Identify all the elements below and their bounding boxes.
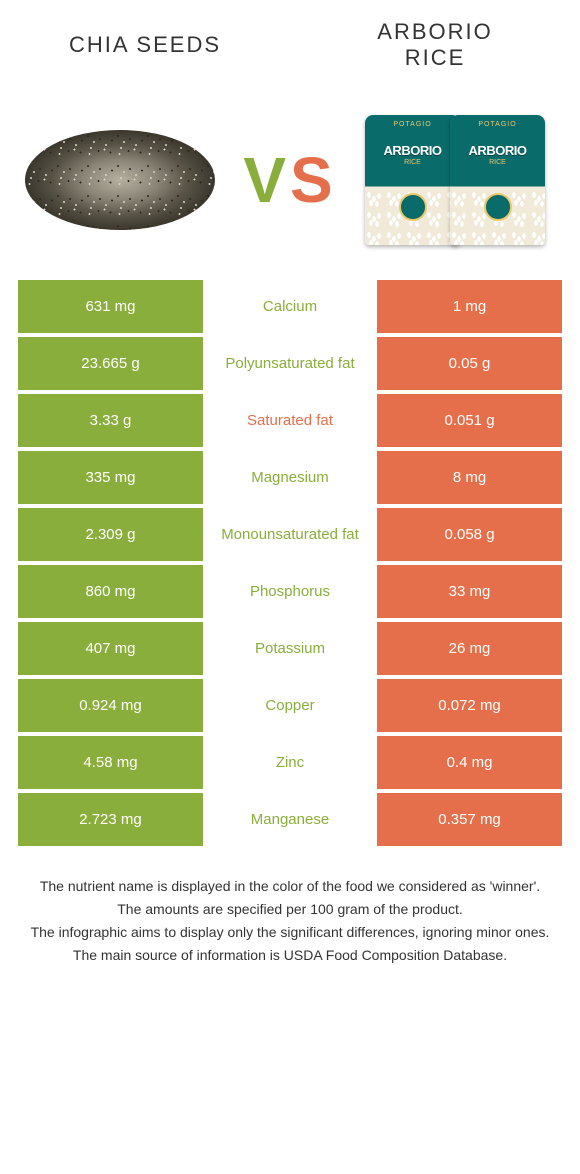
left-value: 335 mg [18, 451, 203, 504]
table-row: 2.723 mgManganese0.357 mg [18, 793, 562, 846]
right-value: 0.072 mg [377, 679, 562, 732]
right-food-title-line2: rice [405, 45, 466, 70]
left-value: 2.723 mg [18, 793, 203, 846]
left-value: 23.665 g [18, 337, 203, 390]
footnote-line: The infographic aims to display only the… [30, 922, 550, 943]
left-value: 860 mg [18, 565, 203, 618]
right-value: 0.051 g [377, 394, 562, 447]
nutrient-name: Potassium [203, 622, 377, 675]
images-row: VS POTAGIO ARBORIO RICE POTAGIO ARBORIO … [0, 90, 580, 270]
table-row: 860 mgPhosphorus33 mg [18, 565, 562, 618]
header: Chia seeds Arborio rice [0, 0, 580, 90]
left-food-title: Chia seeds [0, 32, 290, 58]
right-value: 8 mg [377, 451, 562, 504]
right-value: 1 mg [377, 280, 562, 333]
left-value: 4.58 mg [18, 736, 203, 789]
right-food-title-line1: Arborio [377, 19, 492, 44]
footnotes: The nutrient name is displayed in the co… [30, 876, 550, 966]
left-value: 631 mg [18, 280, 203, 333]
nutrient-name: Magnesium [203, 451, 377, 504]
nutrient-name: Calcium [203, 280, 377, 333]
comparison-table: 631 mgCalcium1 mg23.665 gPolyunsaturated… [18, 280, 562, 846]
right-food-title: Arborio rice [290, 19, 580, 72]
left-value: 0.924 mg [18, 679, 203, 732]
footnote-line: The main source of information is USDA F… [30, 945, 550, 966]
vs-s: S [290, 144, 337, 216]
nutrient-name: Saturated fat [203, 394, 377, 447]
table-row: 4.58 mgZinc0.4 mg [18, 736, 562, 789]
table-row: 0.924 mgCopper0.072 mg [18, 679, 562, 732]
nutrient-name: Monounsaturated fat [203, 508, 377, 561]
right-value: 0.05 g [377, 337, 562, 390]
nutrient-name: Manganese [203, 793, 377, 846]
table-row: 23.665 gPolyunsaturated fat0.05 g [18, 337, 562, 390]
nutrient-name: Polyunsaturated fat [203, 337, 377, 390]
table-row: 335 mgMagnesium8 mg [18, 451, 562, 504]
right-value: 0.357 mg [377, 793, 562, 846]
vs-v: V [243, 144, 290, 216]
left-value: 407 mg [18, 622, 203, 675]
right-value: 33 mg [377, 565, 562, 618]
vs-label: VS [220, 143, 360, 217]
footnote-line: The nutrient name is displayed in the co… [30, 876, 550, 897]
table-row: 2.309 gMonounsaturated fat0.058 g [18, 508, 562, 561]
right-value: 0.058 g [377, 508, 562, 561]
right-value: 26 mg [377, 622, 562, 675]
left-food-image [20, 120, 220, 240]
nutrient-name: Phosphorus [203, 565, 377, 618]
nutrient-name: Zinc [203, 736, 377, 789]
left-value: 3.33 g [18, 394, 203, 447]
footnote-line: The amounts are specified per 100 gram o… [30, 899, 550, 920]
table-row: 631 mgCalcium1 mg [18, 280, 562, 333]
right-food-image: POTAGIO ARBORIO RICE POTAGIO ARBORIO RIC… [360, 105, 560, 255]
right-value: 0.4 mg [377, 736, 562, 789]
table-row: 407 mgPotassium26 mg [18, 622, 562, 675]
table-row: 3.33 gSaturated fat0.051 g [18, 394, 562, 447]
arborio-rice-icon: POTAGIO ARBORIO RICE POTAGIO ARBORIO RIC… [365, 105, 555, 255]
chia-seeds-icon [25, 120, 215, 240]
nutrient-name: Copper [203, 679, 377, 732]
left-value: 2.309 g [18, 508, 203, 561]
